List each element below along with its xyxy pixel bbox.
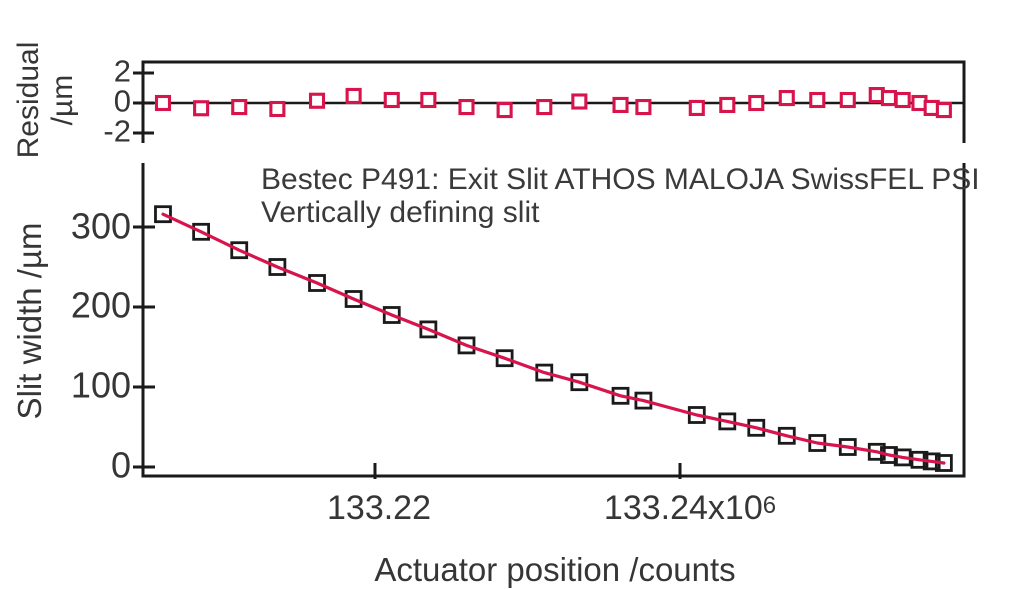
residual-point (154, 94, 172, 112)
residual-point (635, 99, 652, 116)
actuator-position-axis-label: Actuator position /counts (374, 551, 736, 588)
residual-point (612, 96, 629, 113)
slit-width-point (457, 336, 476, 355)
slit-width-axis-label: Slit width /µm (11, 222, 48, 420)
residual-point (383, 91, 400, 109)
residual-axis-label-line1: Residual (12, 41, 45, 159)
residual-point (839, 91, 856, 109)
slit-width-point (268, 258, 287, 276)
slit-ytick-0: 0 (110, 444, 131, 486)
residual-point (894, 91, 911, 109)
residual-point (748, 94, 765, 112)
slit-ytick-100: 100 (70, 364, 131, 406)
xtick-133-24e6: 133.24x106 (603, 489, 777, 527)
slit-width-point (154, 205, 172, 224)
residual-point (880, 90, 898, 107)
residual-point (193, 100, 210, 117)
slit-ytick-300: 300 (70, 205, 131, 247)
residual-point (345, 87, 362, 104)
residual-points (154, 87, 952, 119)
residual-point (308, 92, 326, 109)
slit-panel-axes (133, 163, 966, 479)
residual-point (458, 99, 475, 116)
slit-width-point (535, 363, 554, 382)
residual-axis-label-line2: /µm (46, 74, 79, 126)
residual-ytick-neg2: -2 (103, 113, 131, 149)
plot-title-line1: Bestec P491: Exit Slit ATHOS MALOJA Swis… (261, 163, 980, 196)
slit-width-point (308, 274, 326, 292)
residual-point (269, 100, 286, 118)
residual-point (536, 99, 553, 116)
exponent-6: 6 (762, 492, 777, 519)
residual-point (420, 91, 437, 109)
residual-point (688, 99, 705, 116)
slit-width-point (344, 290, 363, 308)
fit-line (161, 212, 946, 465)
slit-width-point (419, 320, 438, 339)
slit-ytick-200: 200 (70, 284, 131, 326)
slit-width-point (230, 241, 249, 260)
residual-point (719, 96, 736, 113)
residual-point (935, 102, 952, 119)
residual-point (778, 90, 795, 107)
plot-title-line2: Vertically defining slit (261, 196, 540, 229)
slit-width-points (154, 205, 953, 472)
slit-width-point (192, 222, 211, 241)
slit-width-point (382, 306, 401, 324)
residual-point (231, 99, 248, 116)
residual-ytick-2: 2 (113, 53, 131, 89)
residual-axis-label: Residual /µm (12, 42, 80, 159)
residual-point (496, 102, 513, 119)
slit-width-point (495, 349, 514, 368)
xtick-133-22: 133.22 (327, 489, 431, 527)
slit-width-point (777, 426, 796, 445)
slit-width-point (570, 373, 589, 392)
residual-point (571, 93, 588, 110)
slit-width-point (747, 418, 766, 437)
residual-point (809, 91, 826, 109)
residual-ytick-0: 0 (113, 83, 131, 119)
